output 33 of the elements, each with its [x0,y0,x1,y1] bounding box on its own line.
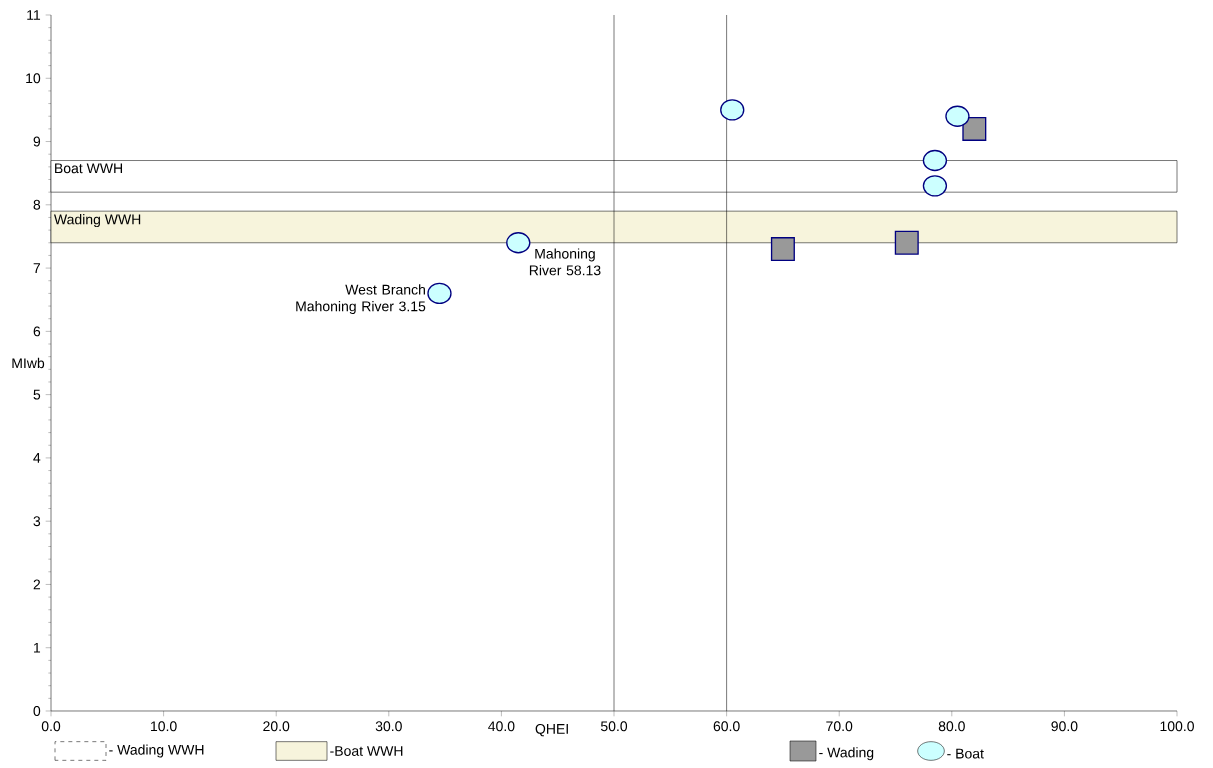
x-tick-label: 90.0 [1051,721,1078,732]
x-tick-label: 50.0 [600,721,628,732]
y-tick-label: 8 [33,199,41,210]
legend-label: - Boat [947,748,984,759]
x-tick-label: 70.0 [826,721,853,732]
y-tick-label: 5 [33,389,41,400]
y-tick-label: 2 [33,579,41,590]
y-tick-label: 1 [34,642,41,653]
x-axis-title: QHEI [535,723,568,737]
y-tick-label: 7 [33,263,41,273]
y-tick-label: 10 [26,73,41,84]
text: -Boat WWH [330,746,403,756]
x-tick-label: 20.0 [263,721,290,732]
y-tick-label: 0 [33,706,41,716]
text: - Wading WWH [109,744,204,758]
annotation: Mahoning River 58.13 [529,248,601,276]
annotation: West Branch Mahoning River 3.15 [296,284,426,315]
x-tick-label: 30.0 [375,721,402,732]
band-label: Wading WWH [54,214,141,228]
band-label: Boat WWH [55,163,123,174]
y-tick-label: 6 [33,326,41,337]
y-tick-label: 4 [33,453,41,463]
y-tick-label: 3 [33,516,41,527]
x-tick-label: 80.0 [938,721,965,732]
y-tick-label: 9 [33,136,41,147]
x-tick-label: 0.0 [41,721,61,732]
y-axis-title: MIwb [12,357,45,369]
legend-label: - Wading [819,747,874,761]
x-tick-label: 10.0 [151,721,177,732]
x-tick-label: 100.0 [1160,721,1194,732]
y-tick-label: 11 [27,10,41,20]
x-tick-label: 60.0 [713,721,740,732]
x-tick-label: 40.0 [488,721,515,732]
